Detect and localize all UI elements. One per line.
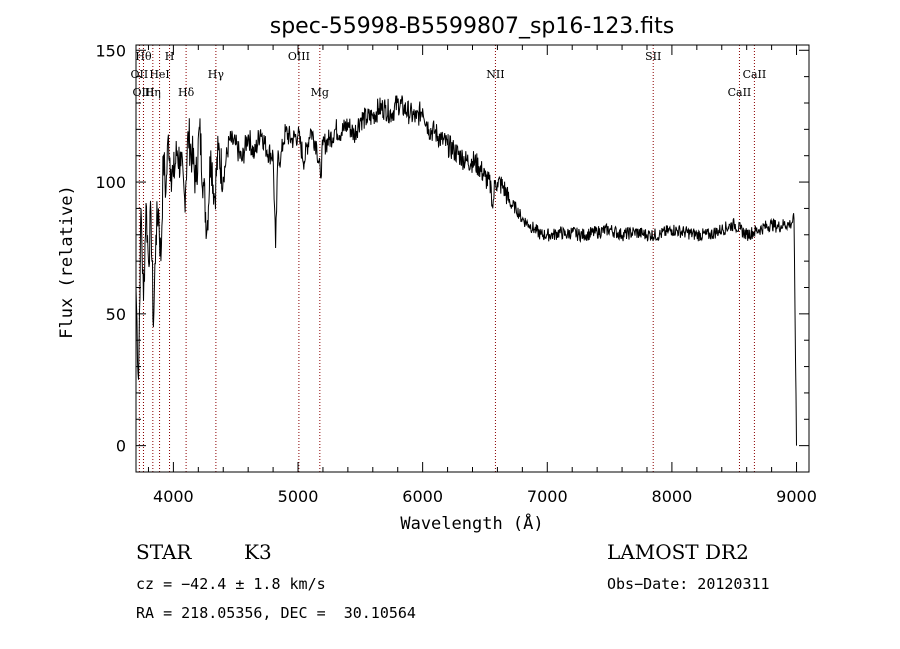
redshift-text: cz = −42.4 ± 1.8 km/s <box>136 575 326 593</box>
spectral-line-label-6: Hδ <box>178 86 195 99</box>
spectral-line-label-13: CaII <box>743 68 767 81</box>
chart-title: spec-55998-B5599807_sp16-123.fits <box>270 14 675 39</box>
spectral-line-label-11: SII <box>645 50 661 63</box>
y-axis: 0 50 100 150 <box>95 41 809 473</box>
plot-frame <box>135 44 810 473</box>
spectral-line-label-0: Hθ <box>135 50 152 63</box>
y-axis-title: Flux (relative) <box>57 185 77 339</box>
spectral-line-label-2: OII <box>131 68 149 81</box>
spectral-line-label-4: OIII <box>132 86 154 99</box>
x-tick-label-5: 9000 <box>776 487 817 506</box>
survey-name: LAMOST DR2 <box>607 540 749 564</box>
y-tick-label-2: 100 <box>95 173 126 192</box>
coordinates: RA = 218.05356, DEC = 30.10564 <box>136 604 416 622</box>
object-class: STAR <box>136 540 192 564</box>
x-axis-title: Wavelength (Å) <box>400 512 543 534</box>
x-tick-label-1: 5000 <box>278 487 319 506</box>
obs-date: Obs−Date: 20120311 <box>607 575 770 593</box>
y-tick-label-3: 150 <box>95 41 126 60</box>
spectrum-line <box>135 95 797 446</box>
spectral-line-label-9: Mg <box>311 86 329 99</box>
x-axis: 4000 5000 6000 7000 8000 9000 <box>147 45 817 506</box>
spectral-line-label-7: Hγ <box>208 68 225 81</box>
x-tick-label-2: 6000 <box>402 487 443 506</box>
spectral-line-label-1: H <box>165 50 175 63</box>
x-tick-label-4: 8000 <box>652 487 693 506</box>
x-tick-label-0: 4000 <box>153 487 194 506</box>
spectral-line-label-8: OIII <box>288 50 310 63</box>
y-tick-label-1: 50 <box>106 305 126 324</box>
spectral-line-label-12: CaII <box>728 86 752 99</box>
object-subclass: K3 <box>244 540 272 564</box>
spectral-line-label-5: Hη <box>145 86 161 99</box>
spectral-line-label-10: NII <box>486 68 504 81</box>
x-tick-label-3: 7000 <box>527 487 568 506</box>
y-tick-label-0: 0 <box>116 437 126 456</box>
spectral-line-label-3: HeI <box>149 68 169 81</box>
